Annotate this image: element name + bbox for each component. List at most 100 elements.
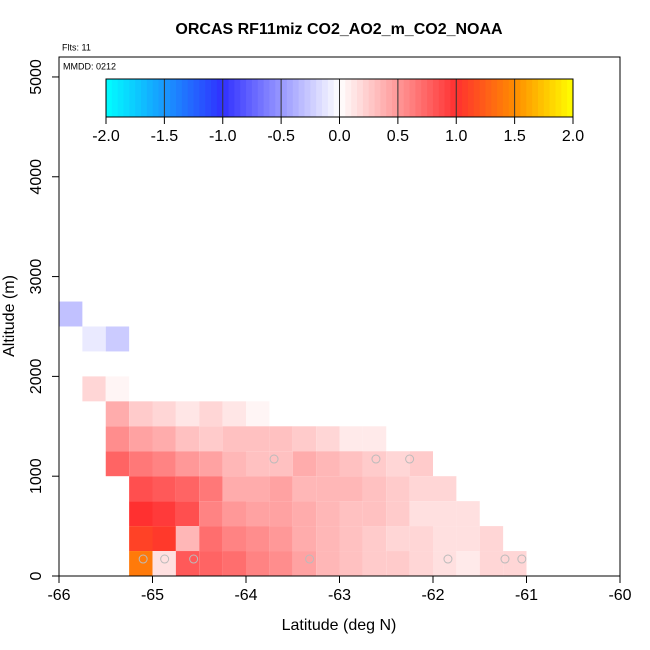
heat-cell	[105, 401, 130, 427]
heat-cell	[152, 551, 176, 576]
x-tick-label: -65	[141, 587, 164, 604]
heat-cell	[129, 551, 153, 576]
y-tick-label: 4000	[28, 159, 45, 195]
colorbar-segment	[170, 79, 177, 117]
heat-cell	[175, 476, 200, 502]
colorbar-segment	[304, 79, 311, 117]
heat-cell	[246, 501, 270, 527]
colorbar-tick-label: -1.0	[209, 128, 237, 145]
colorbar-segment	[549, 79, 556, 117]
heat-cell	[269, 526, 293, 552]
heat-cell	[386, 526, 410, 552]
colorbar-segment	[181, 79, 189, 117]
heat-cell	[316, 476, 340, 502]
colorbar-segment	[292, 79, 300, 117]
colorbar-segment	[508, 79, 516, 117]
colorbar-segment	[450, 79, 457, 117]
heat-cell	[129, 401, 153, 427]
y-tick-label: 3000	[28, 259, 45, 295]
heat-cell	[292, 476, 317, 502]
colorbar-segment	[129, 79, 136, 117]
heat-cell	[105, 426, 130, 452]
colorbar-segment	[514, 79, 521, 117]
colorbar-segment	[281, 79, 288, 117]
data-point	[371, 454, 381, 464]
colorbar-segment	[275, 79, 282, 117]
heat-cell	[269, 501, 293, 527]
data-point	[160, 554, 170, 564]
y-tick-label: 5000	[28, 59, 45, 95]
colorbar-tick-label: 1.5	[504, 128, 526, 145]
heat-cell	[129, 451, 153, 477]
heat-cell	[362, 426, 387, 452]
colorbar-segment	[187, 79, 195, 117]
heat-cell	[409, 551, 433, 576]
colorbar-segment	[502, 79, 510, 117]
heat-cell	[152, 526, 176, 552]
data-point	[500, 554, 510, 564]
heat-cell	[409, 526, 433, 552]
colorbar-segment	[462, 79, 469, 117]
colorbar-segment	[339, 79, 346, 117]
heat-cell	[129, 526, 153, 552]
colorbar-segment	[146, 79, 154, 117]
heat-cell	[316, 551, 340, 576]
heat-cell	[269, 476, 293, 502]
colorbar-segment	[141, 79, 148, 117]
heat-cell	[386, 451, 410, 477]
heat-cell	[105, 451, 130, 477]
heat-cell	[175, 426, 200, 452]
annotation: MMDD: 0212	[63, 61, 116, 71]
colorbar-segment	[351, 79, 358, 117]
chart-title: ORCAS RF11miz CO2_AO2_m_CO2_NOAA	[175, 21, 503, 38]
heat-cell	[152, 451, 176, 477]
data-point	[305, 554, 315, 564]
colorbar-segment	[199, 79, 206, 117]
heat-cell	[222, 476, 246, 502]
y-axis-label: Altitude (m)	[1, 275, 18, 357]
data-point	[269, 454, 279, 464]
heat-cell	[316, 426, 340, 452]
colorbar-tick-label: 0.5	[387, 128, 409, 145]
colorbar-segment	[526, 79, 533, 117]
colorbar-tick-label: 2.0	[562, 128, 584, 145]
heat-cell	[152, 426, 176, 452]
heat-cell	[222, 401, 246, 427]
heat-cell	[129, 476, 153, 502]
colorbar-segment	[176, 79, 183, 117]
heat-cell	[316, 501, 340, 527]
heat-cell	[433, 526, 457, 552]
heat-cell	[339, 476, 363, 502]
heat-cell	[222, 451, 246, 477]
heat-cell	[222, 551, 246, 576]
heat-cell	[362, 476, 387, 502]
colorbar-segment	[205, 79, 212, 117]
heat-cell	[199, 526, 223, 552]
heat-cell	[409, 451, 433, 477]
colorbar-segment	[444, 79, 451, 117]
heat-cell	[362, 526, 387, 552]
heat-cell	[479, 526, 504, 552]
heat-cell	[456, 526, 480, 552]
x-tick-label: -64	[234, 587, 257, 604]
colorbar-segment	[316, 79, 323, 117]
y-tick-label: 1000	[28, 458, 45, 494]
heat-cell	[246, 526, 270, 552]
heat-cell	[175, 526, 200, 552]
colorbar-segment	[158, 79, 165, 117]
colorbar-segment	[222, 79, 230, 117]
colorbar-segment	[327, 79, 335, 117]
x-tick-label: -66	[47, 587, 70, 604]
colorbar-segment	[357, 79, 364, 117]
colorbar-segment	[111, 79, 119, 117]
heat-cell	[292, 426, 317, 452]
colorbar-segment	[473, 79, 481, 117]
heat-cell	[105, 376, 130, 402]
colorbar-segment	[216, 79, 224, 117]
heat-cell	[222, 501, 246, 527]
heat-cell	[292, 526, 317, 552]
heat-cell	[362, 551, 387, 576]
colorbar-segment	[567, 79, 574, 117]
y-tick-label: 0	[28, 571, 45, 580]
